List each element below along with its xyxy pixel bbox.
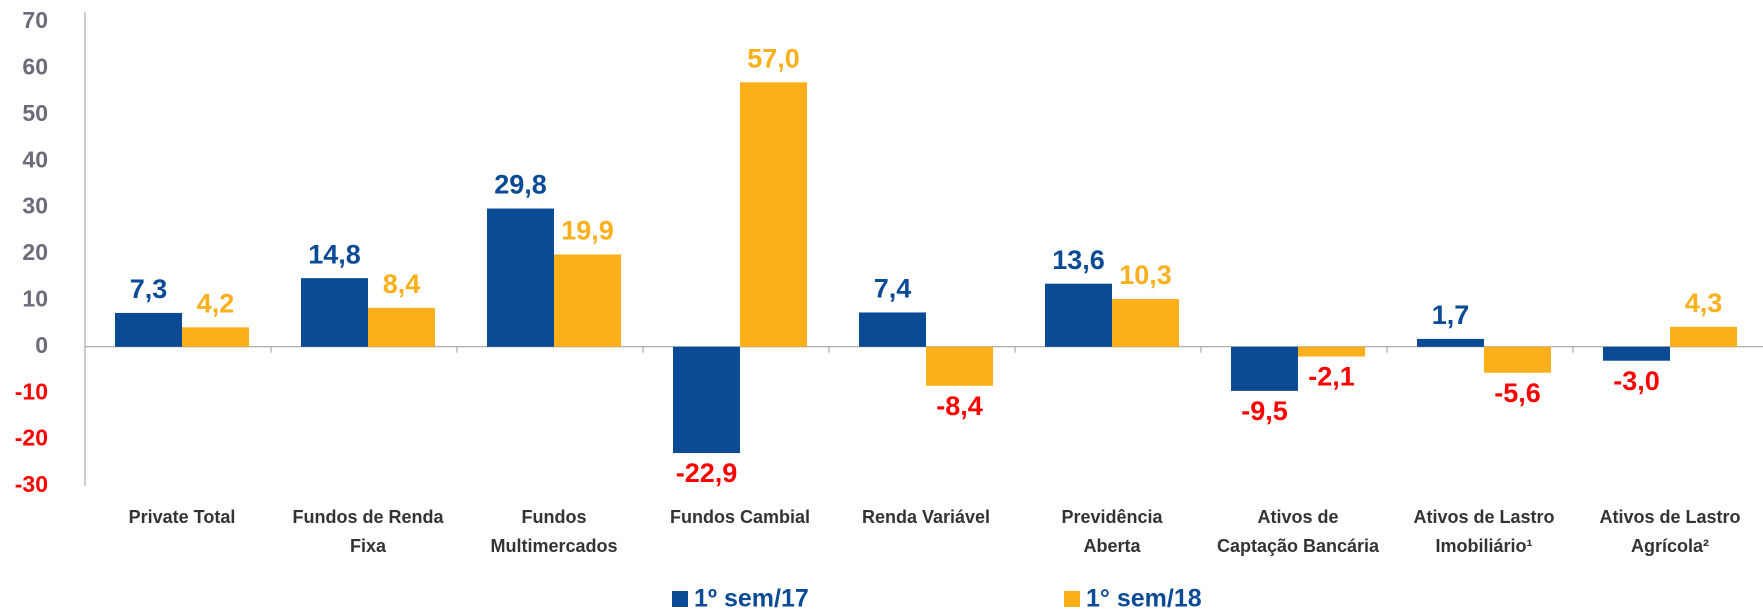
bar bbox=[368, 307, 435, 347]
bar bbox=[1231, 346, 1298, 391]
value-label: -9,5 bbox=[1241, 396, 1288, 426]
y-tick-label: 0 bbox=[35, 332, 48, 358]
value-label: -3,0 bbox=[1613, 366, 1660, 396]
x-tick-label: Fundos Cambial bbox=[670, 507, 810, 527]
bar bbox=[1603, 346, 1670, 361]
y-tick-label: 50 bbox=[22, 100, 48, 126]
x-tick-label: Fundos Multimercados bbox=[490, 507, 617, 556]
y-tick-label: 60 bbox=[22, 53, 48, 79]
bar bbox=[1298, 346, 1365, 357]
bar bbox=[740, 82, 807, 347]
legend-label: 1º sem/17 bbox=[694, 585, 809, 613]
bar bbox=[673, 346, 740, 454]
x-tick-label: Fundos de Renda Fixa bbox=[292, 507, 444, 556]
value-label: 8,4 bbox=[383, 269, 421, 299]
value-label: 7,3 bbox=[130, 274, 168, 304]
x-tick-label: Private Total bbox=[129, 507, 236, 527]
value-label: -2,1 bbox=[1308, 362, 1355, 392]
bar bbox=[859, 312, 926, 347]
bar bbox=[487, 208, 554, 347]
y-tick-label: -10 bbox=[15, 378, 48, 404]
value-label: 7,4 bbox=[874, 274, 912, 304]
value-label: 29,8 bbox=[494, 170, 547, 200]
value-label: 14,8 bbox=[308, 239, 361, 269]
legend-label: 1° sem/18 bbox=[1086, 585, 1202, 613]
y-tick-label: -20 bbox=[15, 425, 48, 451]
y-tick-label: -30 bbox=[15, 471, 48, 497]
bar bbox=[1417, 338, 1484, 347]
y-tick-label: 30 bbox=[22, 193, 48, 219]
value-label: 4,2 bbox=[197, 288, 235, 318]
bar bbox=[115, 312, 182, 347]
x-tick-label: Ativos de Lastro Imobiliário¹ bbox=[1413, 507, 1554, 556]
x-tick-label: Previdência Aberta bbox=[1061, 507, 1163, 556]
y-tick-label: 20 bbox=[22, 239, 48, 265]
value-label: -22,9 bbox=[676, 458, 738, 488]
x-tick-label: Ativos de Captação Bancária bbox=[1217, 507, 1380, 556]
bar bbox=[301, 278, 368, 347]
value-label: 10,3 bbox=[1119, 260, 1172, 290]
value-label: 13,6 bbox=[1052, 245, 1105, 275]
bar bbox=[554, 254, 621, 347]
y-tick-label: 70 bbox=[22, 7, 48, 33]
legend-swatch bbox=[672, 591, 688, 607]
value-label: 4,3 bbox=[1685, 288, 1723, 318]
value-label: 1,7 bbox=[1432, 300, 1470, 330]
bar bbox=[1045, 283, 1112, 347]
bar bbox=[1670, 326, 1737, 347]
legend-swatch bbox=[1064, 591, 1080, 607]
y-tick-label: 10 bbox=[22, 285, 48, 311]
bar bbox=[182, 327, 249, 347]
y-tick-label: 40 bbox=[22, 146, 48, 172]
value-label: 57,0 bbox=[747, 43, 800, 73]
bar bbox=[1112, 299, 1179, 347]
value-label: -8,4 bbox=[936, 391, 983, 421]
x-tick-label: Ativos de Lastro Agrícola² bbox=[1599, 507, 1740, 556]
value-label: 19,9 bbox=[561, 216, 614, 246]
x-tick-label: Renda Variável bbox=[862, 507, 990, 527]
bar bbox=[1484, 346, 1551, 373]
bar bbox=[926, 346, 993, 386]
value-label: -5,6 bbox=[1494, 378, 1541, 408]
